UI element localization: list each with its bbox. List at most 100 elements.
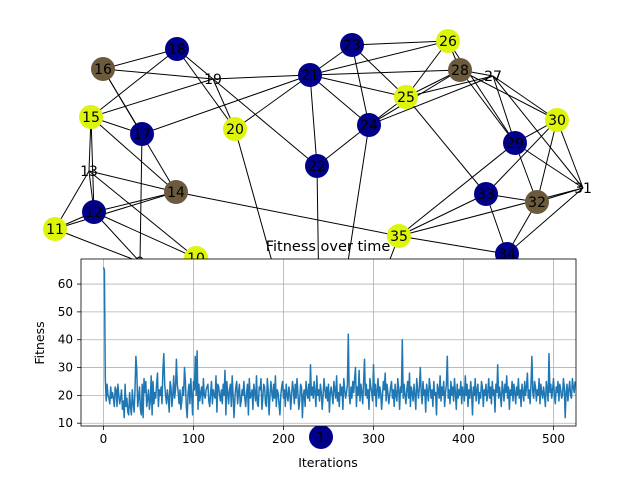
graph-node-circle: [82, 200, 106, 224]
graph-node-label: 33: [477, 187, 495, 203]
graph-node-label: 13: [80, 164, 98, 180]
graph-node-label: 12: [85, 205, 103, 221]
graph-node-label: 21: [301, 68, 319, 84]
graph-edge: [506, 187, 584, 255]
graph-edge: [90, 116, 177, 193]
graph-node-label: 35: [390, 229, 408, 245]
graph-node-label: 18: [168, 42, 186, 58]
graph-edge: [212, 78, 318, 167]
graph-node-circle: [340, 33, 364, 57]
graph-node-circle: [436, 29, 460, 53]
graph-edge: [459, 69, 516, 144]
graph-node-label: 26: [439, 34, 457, 50]
graph-node-32: 32: [525, 190, 549, 214]
graph-node-label: 19: [204, 72, 222, 88]
y-tick-label: 40: [58, 333, 73, 347]
graph-node-13: 13: [80, 164, 98, 180]
graph-node-circle: [503, 131, 527, 155]
graph-node-circle: [130, 122, 154, 146]
graph-edge: [405, 96, 487, 195]
graph-edge: [90, 48, 178, 118]
graph-edge: [54, 191, 177, 230]
graph-edge: [485, 119, 558, 195]
x-tick-label: 0: [100, 432, 108, 446]
graph-node-35: 35: [387, 224, 411, 248]
graph-node-17: 17: [130, 122, 154, 146]
graph-node-circle: [309, 425, 333, 449]
graph-edge: [398, 142, 516, 237]
graph-node-label: 27: [484, 69, 502, 85]
graph-node-circle: [394, 85, 418, 109]
graph-edge: [309, 74, 407, 98]
graph-edge: [102, 48, 178, 70]
graph-node-circle: [525, 190, 549, 214]
graph-edge: [492, 75, 558, 121]
graph-node-circle: [305, 154, 329, 178]
graph-node-26: 26: [436, 29, 460, 53]
graph-nodes: 1910111213141516171819202122232425262728…: [43, 29, 592, 449]
graph-node-label: 14: [167, 185, 185, 201]
y-tick-label: 60: [58, 277, 73, 291]
graph-node-circle: [357, 113, 381, 137]
graph-node-label: 1: [317, 430, 326, 446]
graph-edge: [309, 74, 318, 167]
graph-edge: [102, 68, 214, 80]
graph-edge: [492, 75, 584, 189]
graph-edge: [536, 119, 558, 203]
graph-edge: [54, 228, 141, 263]
graph-node-label: 25: [397, 90, 415, 106]
x-tick-label: 100: [182, 432, 205, 446]
y-axis-ticks: 10 20 30 40 50 60: [58, 277, 81, 430]
graph-node-circle: [474, 182, 498, 206]
graph-edge: [556, 119, 584, 189]
graph-edge: [351, 44, 407, 98]
graph-node-label: 30: [548, 113, 566, 129]
graph-node-24: 24: [357, 113, 381, 137]
graph-edge: [309, 69, 461, 76]
graph-node-circle: [545, 108, 569, 132]
graph-node-28: 28: [448, 58, 472, 82]
graph-edge: [351, 40, 449, 46]
graph-node-circle: [165, 37, 189, 61]
graph-node-21: 21: [298, 63, 322, 87]
graph-node-15: 15: [79, 105, 103, 129]
graph-edge: [309, 74, 370, 126]
graph-edge: [351, 44, 370, 126]
y-tick-label: 10: [58, 416, 73, 430]
y-tick-label: 20: [58, 388, 73, 402]
graph-node-30: 30: [545, 108, 569, 132]
chart-axes-frame: [80, 258, 577, 427]
graph-node-label: 16: [94, 62, 112, 78]
chart-title: Fitness over time: [266, 239, 391, 255]
x-tick-label: 400: [452, 432, 475, 446]
y-axis-label: Fitness: [32, 321, 47, 364]
graph-edge: [234, 74, 311, 130]
fitness-series-line: [102, 267, 576, 419]
graph-node-circle: [91, 57, 115, 81]
graph-node-18: 18: [165, 37, 189, 61]
graph-node-1: 1: [309, 425, 333, 449]
graph-edge: [398, 235, 508, 255]
x-axis-ticks: 0 100 200 300 400 500: [100, 426, 565, 446]
graph-node-14: 14: [164, 180, 188, 204]
graph-node-label: 24: [360, 118, 378, 134]
graph-node-label: 23: [343, 38, 361, 54]
graph-node-11: 11: [43, 217, 67, 241]
graph-node-31: 31: [574, 181, 592, 197]
graph-edge: [139, 133, 143, 263]
graph-edge: [93, 191, 177, 213]
x-axis-label: Iterations: [298, 455, 358, 470]
graph-node-12: 12: [82, 200, 106, 224]
graph-node-19: 19: [204, 72, 222, 88]
graph-node-label: 28: [451, 63, 469, 79]
graph-edge: [88, 170, 197, 259]
x-tick-label: 500: [542, 432, 565, 446]
graph-node-circle: [223, 117, 247, 141]
graph-node-label: 22: [308, 159, 326, 175]
graph-node-25: 25: [394, 85, 418, 109]
y-tick-label: 50: [58, 305, 73, 319]
graph-node-label: 11: [46, 222, 64, 238]
graph-edge: [398, 187, 584, 237]
